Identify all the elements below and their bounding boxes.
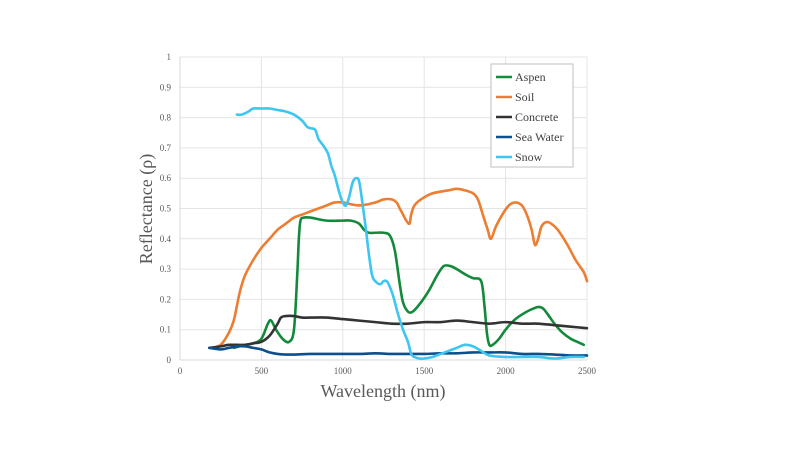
y-tick-label: 0: [167, 355, 172, 365]
y-tick-label: 0.6: [160, 173, 172, 183]
series-line-concrete: [208, 314, 589, 350]
x-tick-label: 1500: [415, 366, 434, 376]
legend-label-sea-water: Sea Water: [515, 130, 563, 144]
series-line-aspen: [232, 215, 586, 350]
y-tick-label: 0.3: [160, 264, 172, 274]
legend-label-soil: Soil: [515, 90, 535, 104]
x-axis-title: Wavelength (nm): [320, 381, 445, 402]
y-tick-label: 1: [167, 52, 172, 62]
y-tick-label: 0.8: [160, 113, 172, 123]
y-tick-label: 0.4: [160, 234, 172, 244]
series-line-snow: [235, 106, 586, 360]
plot-axes: [179, 57, 587, 361]
x-tick-label: 2500: [578, 366, 597, 376]
y-tick-label: 0.2: [160, 294, 171, 304]
y-tick-label: 0.5: [160, 204, 172, 214]
tick-labels: 0 0.1 0.2 0.3 0.4 0.5 0.6 0.7 0.8 0.9 1 0 500 1000 150…: [160, 52, 597, 376]
y-tick-label: 0.9: [160, 82, 172, 92]
legend-label-snow: Snow: [515, 150, 543, 164]
y-axis-title: Reflectance (ρ): [136, 154, 157, 264]
legend-box: [490, 63, 574, 168]
y-tick-label: 0.7: [160, 143, 172, 153]
y-tick-label: 0.1: [160, 325, 171, 335]
chart-legend: Aspen Soil Concrete Sea Water Snow: [490, 63, 574, 168]
x-tick-label: 2000: [497, 366, 516, 376]
series-lines: [208, 106, 589, 360]
x-tick-label: 500: [255, 366, 269, 376]
series-line-soil: [209, 187, 589, 350]
legend-label-concrete: Concrete: [515, 110, 558, 124]
series-line-sea-water: [208, 344, 589, 357]
x-tick-label: 0: [178, 366, 183, 376]
x-tick-label: 1000: [334, 366, 353, 376]
legend-label-aspen: Aspen: [515, 70, 546, 84]
